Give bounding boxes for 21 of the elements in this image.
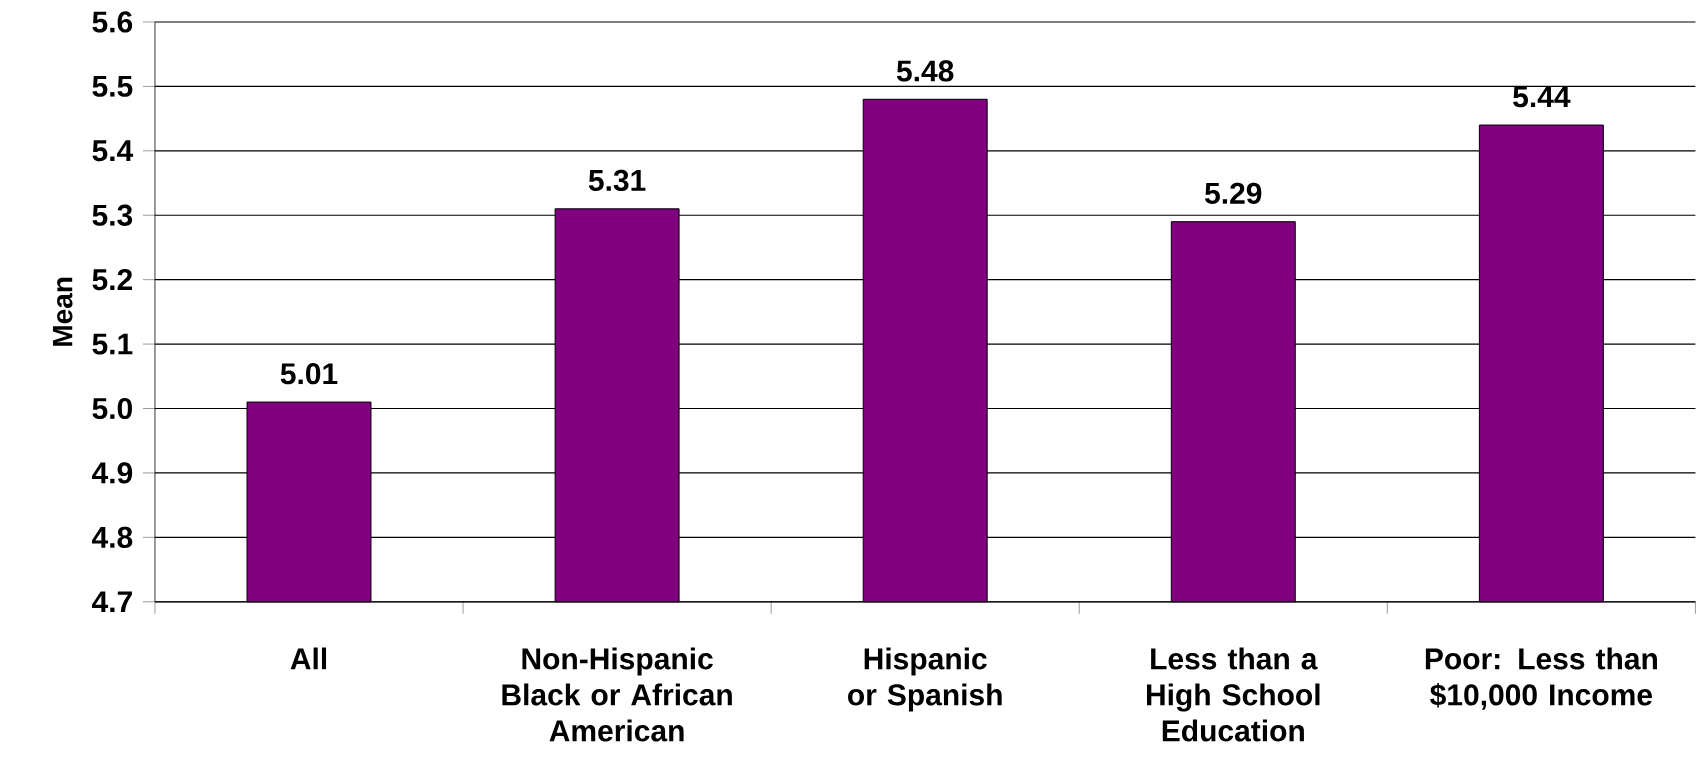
x-tick-label: All [290,647,327,670]
y-tick-label: 5.4 [92,140,134,162]
y-tick-label: 5.1 [92,333,133,355]
data-label: 5.44 [1513,86,1571,108]
data-label: 5.01 [280,363,338,385]
y-axis-title: Mean [52,277,73,346]
data-label: 5.48 [896,60,954,82]
y-tick-label: 5.0 [92,398,132,420]
y-tick-label: 4.7 [91,591,132,613]
x-tick-label: Less than a High School Education [1146,647,1320,742]
x-tick-label: Non-Hispanic Black or African American [502,647,732,742]
x-tick-label: Poor: Less than $10,000 Income [1425,647,1657,710]
data-label: 5.31 [588,169,646,192]
data-label: 5.29 [1205,182,1262,205]
x-tick-label: Hispanic or Spanish [848,647,1002,712]
y-tick-label: 4.8 [91,526,133,549]
y-tick-label: 5.5 [92,76,133,97]
y-tick-label: 5.3 [92,204,133,227]
y-tick-label: 5.6 [92,11,133,33]
y-tick-label: 5.2 [92,269,133,291]
y-tick-label: 4.9 [91,462,133,484]
